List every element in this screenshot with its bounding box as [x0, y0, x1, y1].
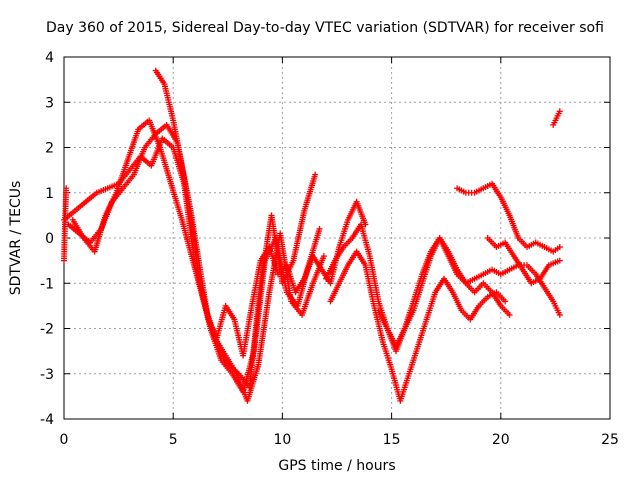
x-tick-label: 15 [383, 432, 401, 448]
data-points [61, 67, 563, 404]
data-point-markers [327, 248, 509, 404]
y-tick-label: -2 [40, 322, 54, 338]
series-trace-9 [484, 235, 563, 287]
series-trace-11 [61, 185, 70, 264]
y-tick-label: -4 [40, 412, 54, 428]
series-trace-10 [550, 108, 563, 128]
series-trace-6 [327, 248, 509, 404]
series-trace-4 [152, 67, 369, 359]
y-tick-label: 3 [45, 95, 54, 111]
x-axis-label: GPS time / hours [278, 458, 395, 474]
data-point-markers [61, 135, 319, 391]
y-tick-label: 2 [45, 141, 54, 157]
series-trace-8 [454, 180, 563, 255]
x-tick-label: 5 [169, 432, 178, 448]
y-tick-label: 1 [45, 186, 54, 202]
y-tick-label: -3 [40, 367, 54, 383]
x-tick-label: 0 [60, 432, 69, 448]
series-trace-1 [61, 135, 319, 391]
data-point-markers [550, 108, 563, 128]
data-point-markers [375, 235, 513, 350]
y-tick-label: 0 [45, 231, 54, 247]
y-axis-label: SDTVAR / TECUs [8, 181, 24, 296]
x-tick-labels: 0 5 10 15 20 25 [60, 432, 619, 448]
grid [64, 57, 610, 419]
axis-ticks [63, 56, 611, 420]
y-tick-label: 4 [45, 50, 54, 66]
x-tick-label: 25 [601, 432, 619, 448]
data-point-markers [61, 185, 70, 264]
data-point-markers [152, 67, 369, 359]
series-trace-7 [375, 235, 513, 350]
y-tick-labels: -4 -3 -2 -1 0 1 2 3 4 [40, 50, 54, 428]
data-point-markers [454, 180, 563, 255]
x-tick-label: 20 [492, 432, 510, 448]
chart-title: Day 360 of 2015, Sidereal Day-to-day VTE… [46, 20, 604, 36]
y-tick-label: -1 [40, 276, 54, 292]
x-tick-label: 10 [273, 432, 291, 448]
data-point-markers [484, 235, 563, 287]
